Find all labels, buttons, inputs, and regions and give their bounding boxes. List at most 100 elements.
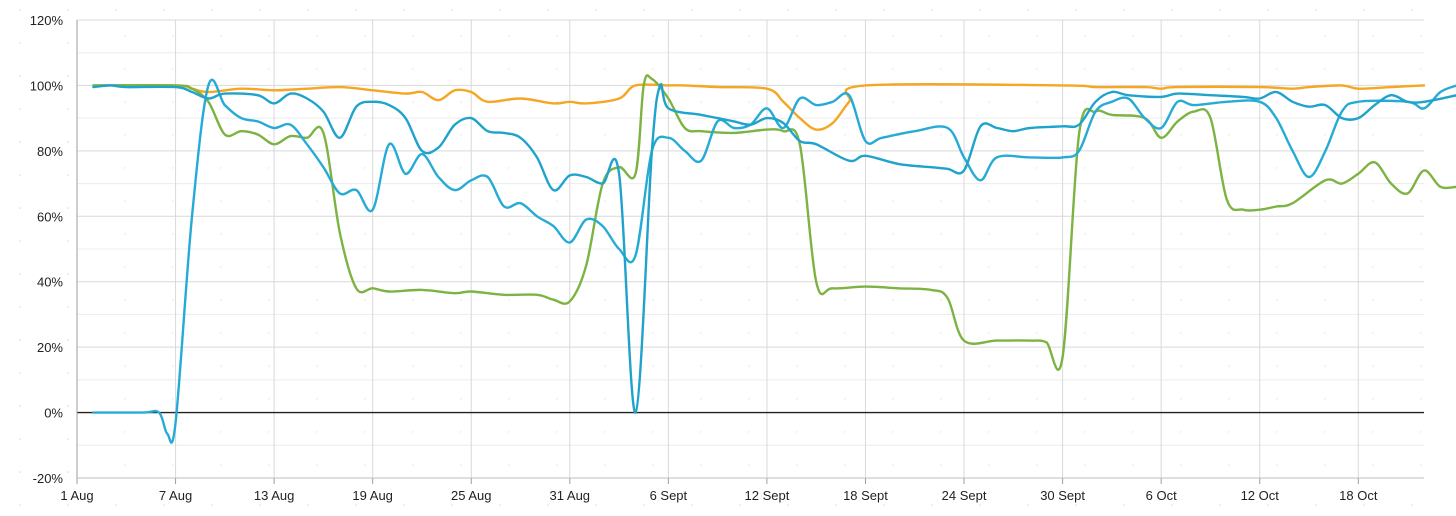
grid-dot: [1276, 431, 1278, 433]
grid-dot: [460, 299, 462, 301]
grid-dot: [1228, 68, 1230, 70]
grid-dot: [1036, 134, 1038, 136]
grid-dot: [988, 68, 990, 70]
grid-dot: [940, 299, 942, 301]
grid-dot: [556, 233, 558, 235]
grid-dot: [1228, 167, 1230, 169]
grid-dot: [220, 167, 222, 169]
grid-dot: [268, 332, 270, 334]
grid-dot: [124, 398, 126, 400]
grid-dot: [892, 233, 894, 235]
grid-dot: [796, 464, 798, 466]
grid-dot: [1420, 464, 1422, 466]
grid-dot: [163, 504, 165, 506]
grid-dot: [499, 9, 501, 11]
grid-dot: [1123, 504, 1125, 506]
grid-dot: [1420, 134, 1422, 136]
grid-dot: [1420, 200, 1422, 202]
grid-dot: [1132, 266, 1134, 268]
x-tick-label: 12 Sept: [745, 488, 790, 503]
x-tick-label: 7 Aug: [159, 488, 192, 503]
grid-dot: [67, 273, 69, 275]
grid-dot: [268, 200, 270, 202]
grid-dot: [19, 372, 21, 374]
grid-dot: [988, 299, 990, 301]
grid-dot: [220, 365, 222, 367]
grid-dot: [124, 134, 126, 136]
grid-dot: [652, 266, 654, 268]
grid-dot: [556, 167, 558, 169]
grid-dot: [1084, 266, 1086, 268]
grid-dot: [796, 266, 798, 268]
grid-dot: [1180, 464, 1182, 466]
y-tick-label: 40%: [37, 275, 63, 290]
grid-dot: [67, 240, 69, 242]
grid-dot: [748, 464, 750, 466]
y-tick-label: 0%: [44, 406, 63, 421]
grid-dot: [604, 200, 606, 202]
grid-dot: [403, 504, 405, 506]
grid-dot: [1132, 134, 1134, 136]
grid-dot: [1276, 233, 1278, 235]
grid-dot: [700, 35, 702, 37]
grid-dot: [844, 332, 846, 334]
grid-dot: [460, 101, 462, 103]
grid-dot: [1420, 167, 1422, 169]
grid-dot: [1219, 504, 1221, 506]
y-tick-label: 20%: [37, 340, 63, 355]
y-tick-label: 60%: [37, 209, 63, 224]
grid-dot: [172, 365, 174, 367]
grid-dot: [1276, 299, 1278, 301]
grid-dot: [892, 299, 894, 301]
grid-dot: [604, 299, 606, 301]
grid-dot: [844, 134, 846, 136]
grid-dot: [172, 266, 174, 268]
grid-dot: [1228, 266, 1230, 268]
grid-dot: [1324, 299, 1326, 301]
grid-dot: [1027, 504, 1029, 506]
grid-dot: [268, 266, 270, 268]
grid-dot: [700, 332, 702, 334]
grid-dot: [1420, 233, 1422, 235]
grid-dot: [1084, 101, 1086, 103]
grid-dot: [1372, 68, 1374, 70]
grid-dot: [268, 134, 270, 136]
grid-dot: [556, 464, 558, 466]
grid-dot: [460, 398, 462, 400]
grid-dot: [1324, 233, 1326, 235]
grid-dot: [1372, 398, 1374, 400]
grid-dot: [67, 174, 69, 176]
grid-dot: [988, 233, 990, 235]
grid-dot: [268, 167, 270, 169]
grid-dot: [172, 200, 174, 202]
grid-dot: [268, 35, 270, 37]
grid-dot: [1036, 332, 1038, 334]
grid-dot: [364, 332, 366, 334]
grid-dot: [691, 504, 693, 506]
grid-dot: [124, 233, 126, 235]
grid-dot: [67, 108, 69, 110]
grid-dot: [508, 365, 510, 367]
grid-dot: [1036, 365, 1038, 367]
grid-dot: [67, 42, 69, 44]
grid-dot: [220, 398, 222, 400]
grid-dot: [1411, 9, 1413, 11]
grid-dot: [460, 35, 462, 37]
grid-dot: [1228, 398, 1230, 400]
grid-dot: [604, 134, 606, 136]
grid-dot: [124, 68, 126, 70]
grid-dot: [796, 233, 798, 235]
grid-dot: [940, 233, 942, 235]
grid-dot: [1324, 365, 1326, 367]
grid-dot: [892, 332, 894, 334]
grid-dot: [19, 9, 21, 11]
grid-dot: [844, 365, 846, 367]
x-tick-label: 24 Sept: [942, 488, 987, 503]
grid-dot: [316, 266, 318, 268]
grid-dot: [748, 35, 750, 37]
grid-dot: [1036, 266, 1038, 268]
grid-dot: [364, 266, 366, 268]
grid-dot: [1372, 299, 1374, 301]
grid-dot: [892, 167, 894, 169]
grid-dot: [556, 365, 558, 367]
